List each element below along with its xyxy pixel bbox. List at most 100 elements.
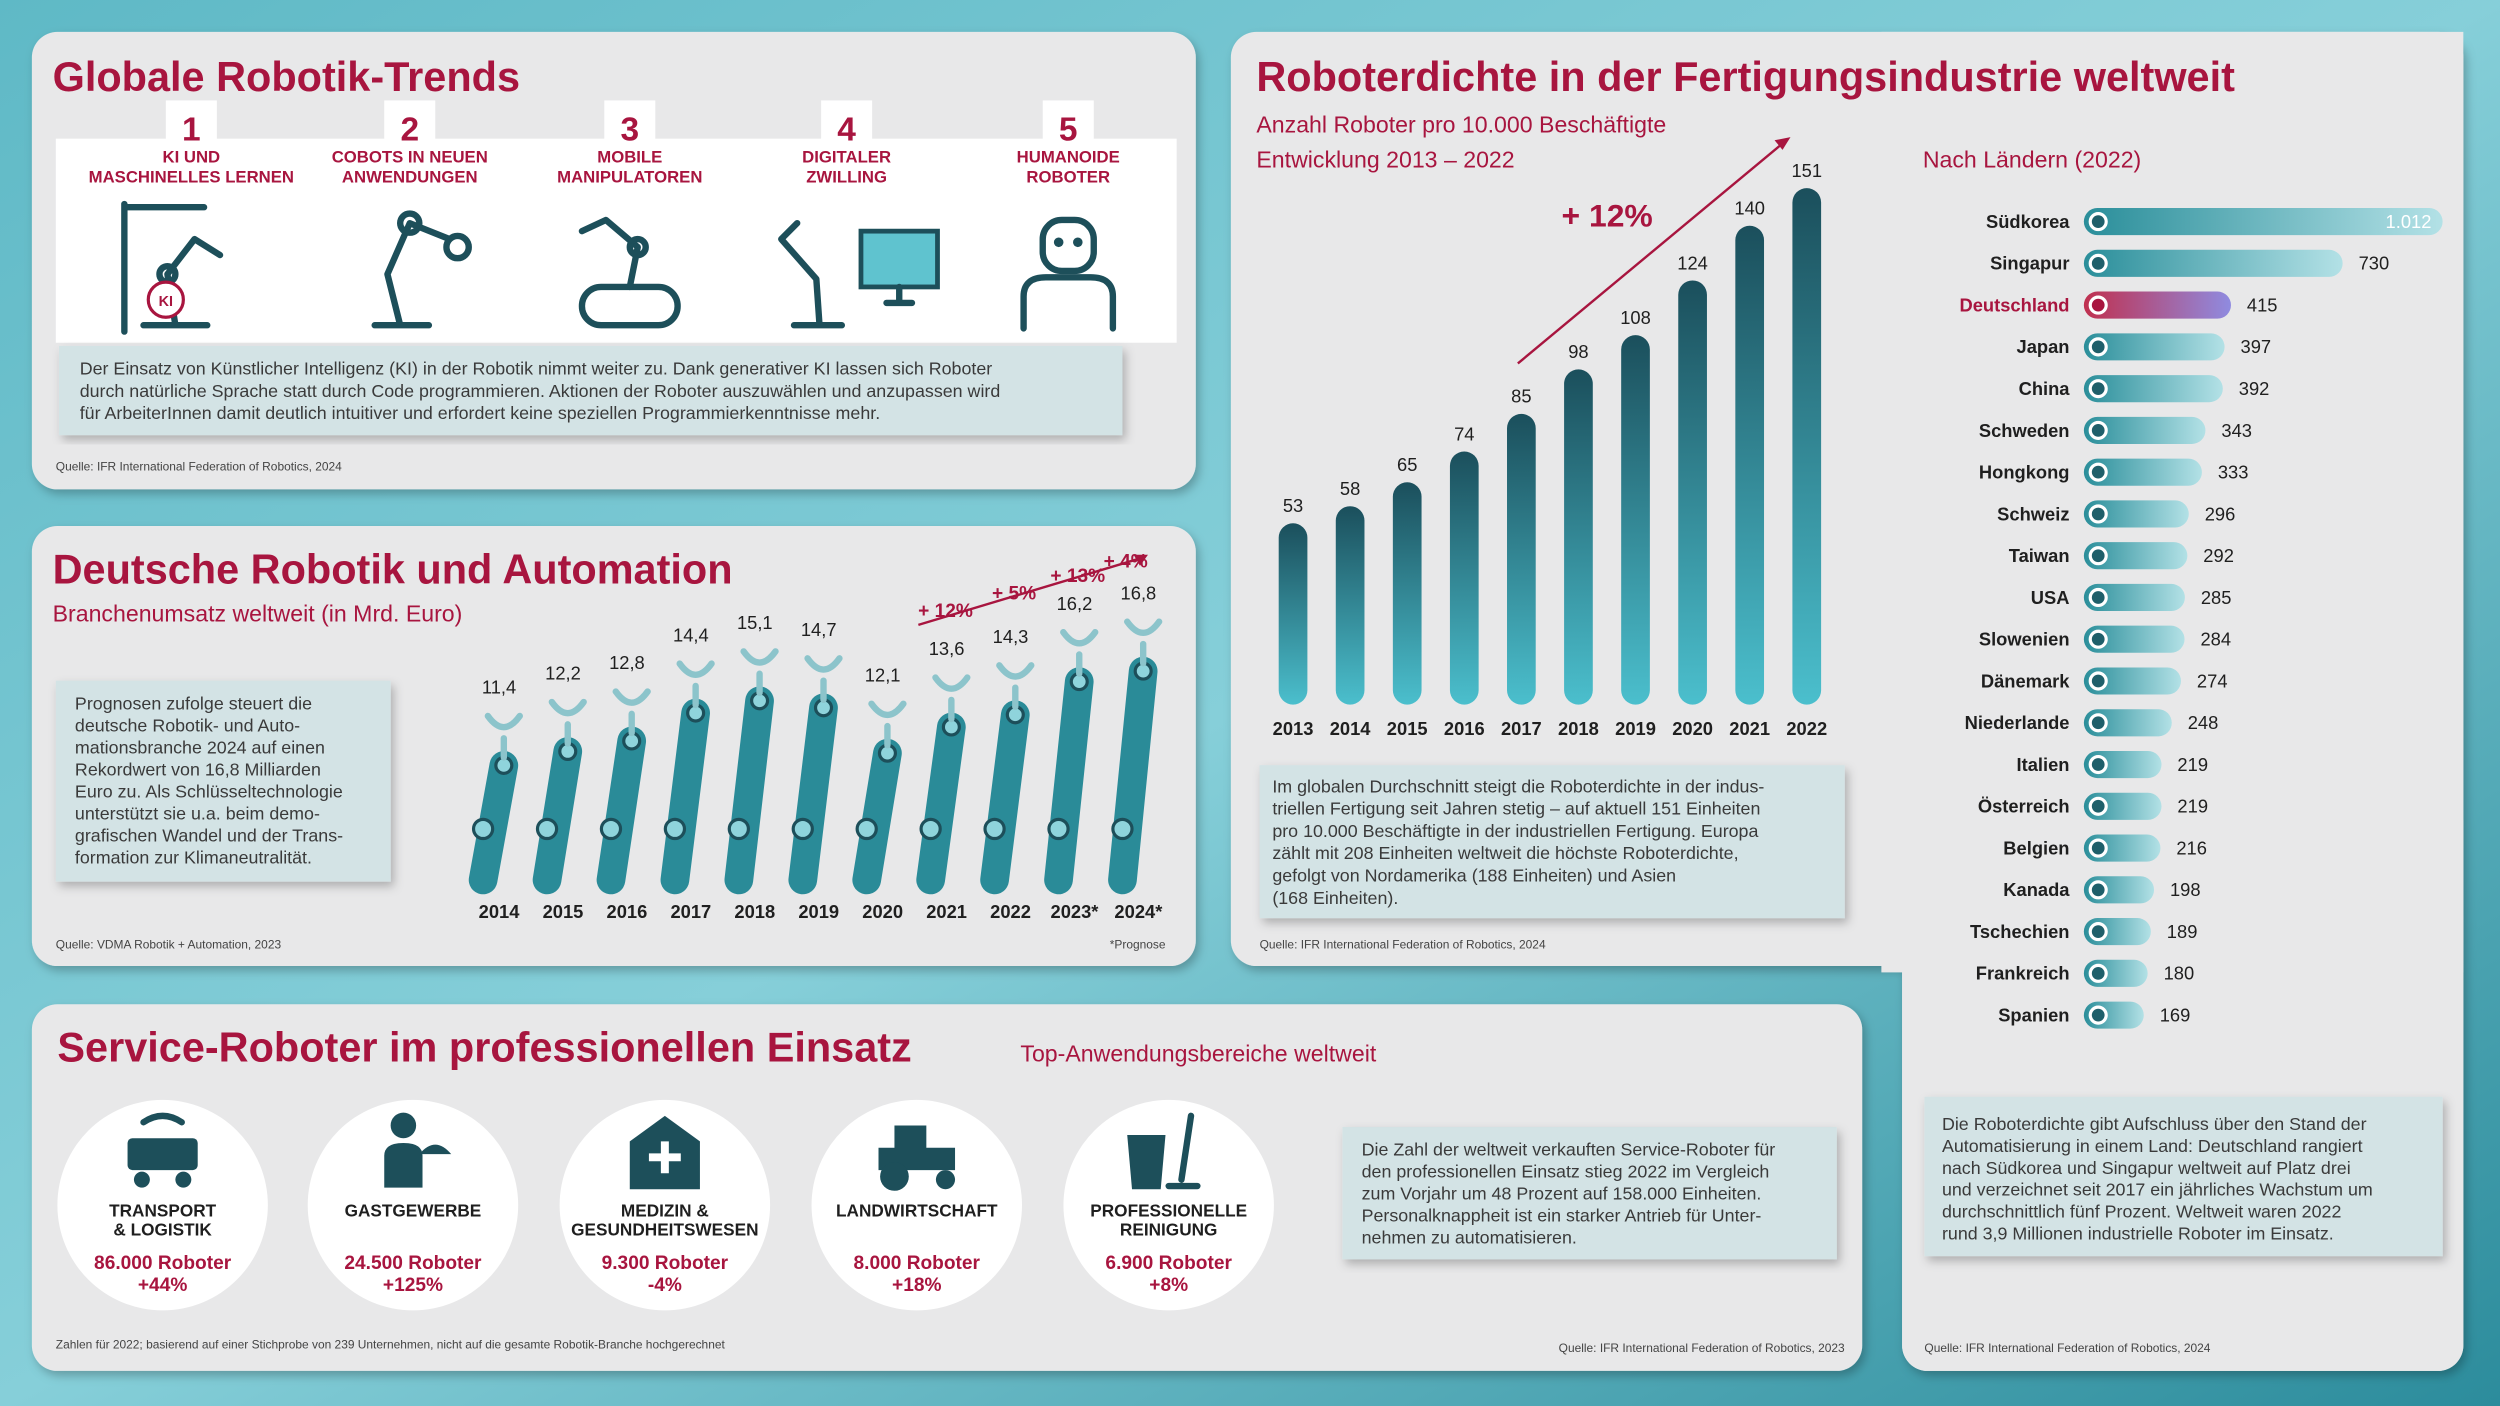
x-tick-label: 2020 (862, 901, 903, 922)
x-tick-label: 2024* (1114, 901, 1163, 922)
bar-dot (2088, 253, 2108, 273)
paragraph-line: und verzeichnet seit 2017 ein jährliches… (1942, 1180, 2373, 1200)
icon-cleaning (1127, 1112, 1201, 1190)
service-change: +18% (892, 1275, 941, 1296)
bar-dot (2088, 337, 2108, 357)
y-tick-label: Tschechien (1970, 921, 2069, 942)
value-label: 248 (2188, 712, 2219, 733)
paragraph-line: durchschnittlich fünf Prozent. Weltweit … (1942, 1202, 2341, 1222)
service-count: 6.900 Roboter (1105, 1253, 1232, 1274)
service-count: 24.500 Roboter (344, 1253, 482, 1274)
paragraph-line: Prognosen zufolge steuert die (75, 693, 312, 713)
bar (1564, 369, 1593, 705)
value-label: 189 (2167, 921, 2198, 942)
icon-head (390, 1112, 417, 1139)
y-tick-label: Spanien (1998, 1005, 2069, 1026)
value-label: 296 (2205, 503, 2236, 524)
bar (2083, 458, 2202, 486)
x-tick-label: 2020 (1672, 718, 1713, 739)
y-tick-label: Frankreich (1976, 963, 2070, 984)
bar (2083, 208, 2443, 236)
service-change: +44% (138, 1275, 187, 1296)
tab (1042, 100, 1094, 146)
icon-wheel (880, 1162, 909, 1191)
icon-path (578, 216, 641, 291)
arm-joint (727, 817, 750, 841)
value-label: 730 (2359, 253, 2390, 274)
bar (2083, 416, 2206, 444)
x-tick-label: 2016 (607, 901, 648, 922)
service-name: REINIGUNG (1120, 1219, 1218, 1239)
text-box (58, 345, 1123, 436)
value-label: 14,3 (993, 626, 1029, 647)
annotation: + 12% (1561, 197, 1652, 233)
icon-humanoid (1020, 216, 1117, 332)
x-tick-label: 2014 (1330, 718, 1372, 739)
value-label: 284 (2200, 629, 2231, 650)
bar (1621, 335, 1650, 705)
arm-joint (599, 817, 623, 841)
bar-dot (2088, 838, 2108, 858)
icon-eye (1073, 237, 1083, 248)
arm-joint (1047, 817, 1070, 841)
y-tick-label: Taiwan (2009, 545, 2070, 566)
x-tick-label: 2019 (1615, 718, 1656, 739)
service-circle (811, 1099, 1023, 1311)
y-tick-label: Deutschland (1960, 294, 2070, 315)
panel-title: Roboterdichte in der Fertigungsindustrie… (1256, 53, 2235, 100)
value-label: 415 (2247, 294, 2278, 315)
paragraph-line: durch natürliche Sprache statt durch Cod… (80, 381, 1001, 401)
arm-gripper (868, 700, 907, 749)
bar (2083, 500, 2189, 528)
value-label: 292 (2203, 545, 2234, 566)
x-tick-label: 2018 (1558, 718, 1599, 739)
paragraph-line: für ArbeiterInnen damit deutlich intuiti… (80, 403, 880, 423)
icon-joint (443, 232, 472, 262)
value-label: 65 (1397, 454, 1417, 475)
x-tick-label: 2014 (479, 901, 521, 922)
x-tick-label: 2013 (1273, 718, 1314, 739)
bar-dot (2088, 379, 2108, 399)
value-label: 108 (1620, 307, 1651, 328)
paragraph-line: deutsche Robotik- und Auto- (75, 715, 300, 735)
x-tick-label: 2015 (543, 901, 584, 922)
robot-arm (916, 712, 966, 895)
service-circle (559, 1099, 771, 1311)
value-label: 1.012 (2386, 211, 2432, 232)
bar-dot (2088, 922, 2108, 942)
icon-wheel (935, 1170, 956, 1190)
trend-label: DIGITALER (802, 148, 891, 167)
value-label: 98 (1568, 341, 1588, 362)
service-count: 8.000 Roboter (854, 1253, 981, 1274)
icon-medical (629, 1115, 700, 1190)
service-change: -4% (648, 1275, 682, 1296)
tab (384, 100, 436, 146)
value-label: 392 (2239, 378, 2270, 399)
paragraph-line: unterstützt sie u.a. beim demo- (75, 803, 320, 823)
icon-bucket (1127, 1135, 1166, 1190)
arm-joint (663, 817, 687, 841)
icon-transport (127, 1112, 198, 1188)
paragraph-line: Personalknappheit ist ein starker Antrie… (1362, 1206, 1762, 1226)
arm-gripper (1124, 618, 1163, 667)
icon-path (121, 200, 224, 335)
arm-gripper (548, 698, 587, 747)
tab (821, 100, 873, 146)
paragraph-line: nehmen zu automatisieren. (1362, 1228, 1577, 1248)
value-label: 169 (2160, 1005, 2191, 1026)
bar-dot (2088, 671, 2108, 691)
arm-joint (855, 817, 878, 841)
service-circle (307, 1099, 519, 1311)
bar-dot (2088, 212, 2108, 232)
service-name: MEDIZIN & (621, 1200, 709, 1220)
x-tick-label: 2021 (1729, 718, 1770, 739)
icon-shape (127, 1138, 198, 1171)
value-label: 219 (2177, 796, 2208, 817)
arm-joint (791, 817, 814, 841)
service-name: & LOGISTIK (113, 1219, 212, 1239)
icon-body (384, 1142, 423, 1188)
value-label: 219 (2177, 754, 2208, 775)
trend-number: 1 (182, 111, 201, 148)
bar (2083, 333, 2225, 361)
tab (165, 100, 217, 146)
